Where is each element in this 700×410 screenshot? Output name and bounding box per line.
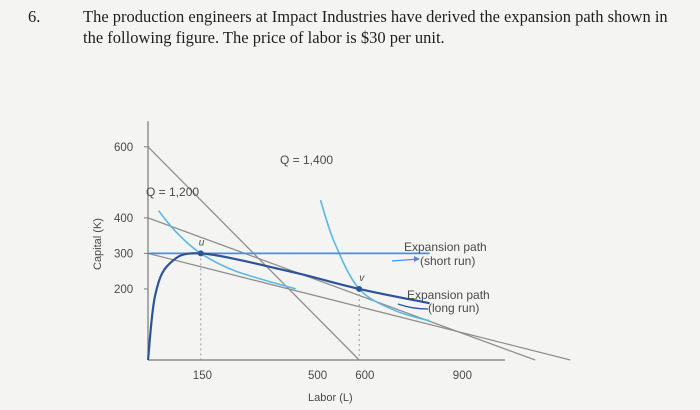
question-number: 6. — [28, 7, 41, 26]
y-tick-label: 400 — [114, 213, 133, 225]
short-run-arrowhead — [414, 256, 420, 262]
y-tick-label: 200 — [114, 284, 133, 296]
isoquant-label-2: Q = 1,400 — [280, 153, 333, 167]
isoquant-label-1: Q = 1,200 — [146, 185, 199, 199]
point-label-u: u — [199, 237, 205, 248]
isoquant-curve-2 — [319, 199, 430, 322]
point-v — [356, 285, 363, 292]
isocost-line-2 — [147, 217, 536, 361]
long-run-arrow — [397, 303, 429, 310]
question-text: The production engineers at Impact Indus… — [83, 7, 668, 47]
short-run-label-line1: Expansion path — [404, 240, 487, 254]
y-axis-title: Capital (K) — [92, 218, 104, 270]
long-run-label-line2: (long run) — [428, 301, 479, 315]
point-u — [197, 250, 204, 257]
short-run-label-line2: (short run) — [420, 254, 475, 268]
x-tick-label: 150 — [193, 370, 212, 382]
x-tick-label: 500 — [308, 370, 327, 382]
long-run-label-line1: Expansion path — [407, 288, 490, 302]
x-tick-label: 600 — [355, 370, 374, 382]
isoquant-curve-1 — [157, 210, 297, 290]
y-tick-label: 600 — [114, 142, 133, 154]
x-axis-title: Labor (L) — [308, 392, 353, 404]
y-tick-label: 300 — [114, 248, 133, 260]
point-label-v: v — [359, 273, 365, 284]
plot-area: u v 600 400 300 200 150 500 600 900 Labor (L) Capit… — [92, 121, 571, 404]
x-tick-label: 900 — [453, 370, 472, 382]
isocost-line-3 — [147, 252, 571, 361]
